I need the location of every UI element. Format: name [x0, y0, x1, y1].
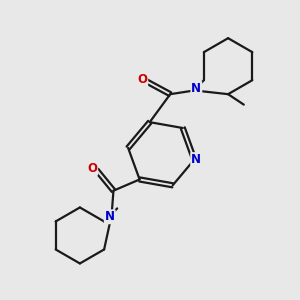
Text: O: O [87, 162, 97, 175]
Text: N: N [191, 153, 201, 166]
Text: N: N [105, 210, 115, 223]
Text: O: O [137, 73, 147, 86]
Text: N: N [191, 82, 201, 95]
